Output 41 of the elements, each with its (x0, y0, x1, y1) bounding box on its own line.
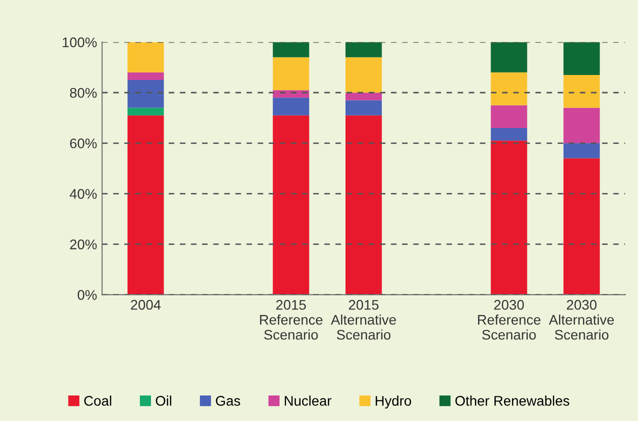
legend-label: Other Renewables (455, 396, 570, 406)
x-tick-label: 2004 (130, 300, 161, 310)
y-tick-label: 40% (70, 188, 97, 199)
bar (490, 72, 528, 106)
bar (345, 57, 382, 93)
legend-label: Oil (156, 396, 172, 406)
bar (563, 108, 600, 144)
bar (490, 128, 528, 141)
y-tick-label: 80% (70, 88, 97, 98)
bar (563, 42, 600, 75)
bar (128, 108, 164, 116)
bar (128, 42, 164, 72)
bar (490, 42, 528, 72)
y-tick-label: 20% (70, 240, 97, 250)
legend-label: Hydro (376, 396, 412, 408)
bar (128, 115, 164, 295)
bar (345, 100, 382, 116)
bar (490, 140, 528, 295)
bar (272, 57, 310, 90)
bar (563, 74, 600, 108)
bar (345, 115, 382, 295)
legend-label: Nuclear (284, 396, 332, 406)
legend-label: Gas (216, 396, 240, 406)
bar (272, 115, 310, 295)
legend-label: Coal (84, 396, 112, 406)
bar (345, 92, 382, 100)
bar (272, 98, 310, 116)
x-tick-label: 2030 Alternative Scenario (548, 300, 614, 340)
bar (128, 72, 164, 80)
bar (490, 105, 528, 128)
y-tick-label: 0% (78, 290, 97, 300)
y-tick-label: 100% (62, 37, 97, 48)
bar (345, 42, 382, 58)
x-tick-label: 2015 Alternative Scenario (330, 300, 396, 340)
y-tick-label: 60% (70, 138, 97, 148)
bar (563, 158, 600, 295)
bar (128, 80, 164, 108)
bar (563, 143, 600, 158)
bar (272, 42, 310, 58)
x-tick-label: 2030 Reference Scenario (478, 300, 540, 340)
x-tick-label: 2015 Reference Scenario (260, 300, 322, 340)
